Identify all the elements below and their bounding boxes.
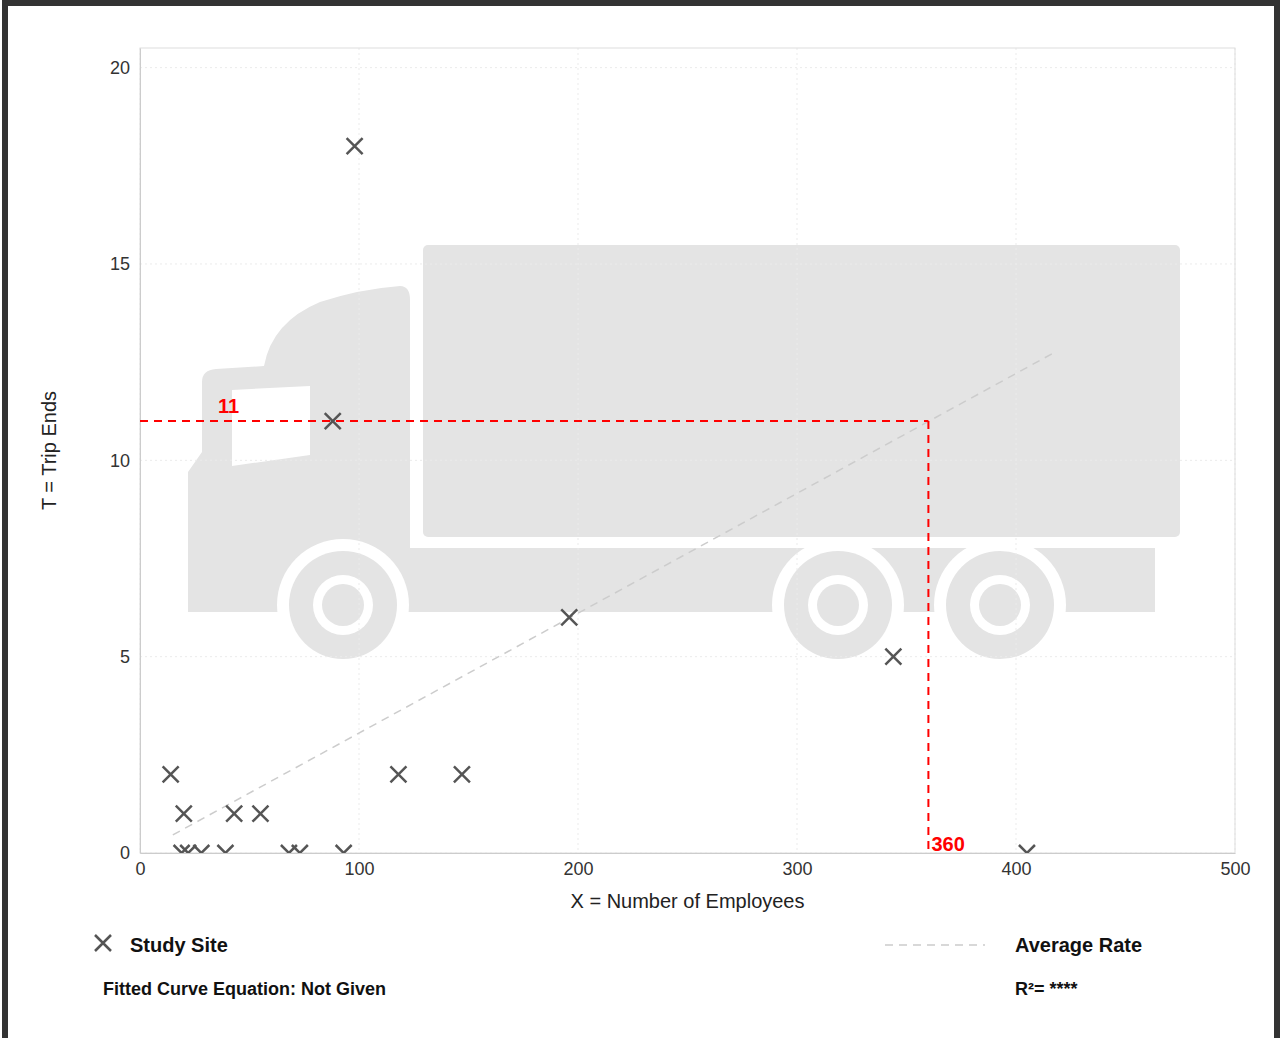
y-tick-label: 20 <box>110 58 130 78</box>
study-site-point <box>336 845 352 853</box>
study-site-point <box>226 806 242 822</box>
x-axis: 0 100 200 300 400 500 <box>135 853 1250 879</box>
study-site-point <box>561 609 577 625</box>
grid-line-x <box>797 48 798 853</box>
y-tick-label: 5 <box>120 647 130 667</box>
note: Fitted Curve Equation: Not Given <box>103 979 386 999</box>
grid-line-x <box>1016 48 1017 853</box>
plot-frame <box>140 48 1235 853</box>
truck-hub <box>817 584 859 626</box>
y-tick: 5 <box>120 647 140 667</box>
study-site-point <box>347 138 363 154</box>
annotation-v-line <box>927 421 929 853</box>
y-tick: 20 <box>110 58 140 78</box>
truck-wheel <box>289 551 397 659</box>
y-tick-label: 15 <box>110 254 130 274</box>
x-tick: 300 <box>782 853 812 879</box>
study-site-point <box>252 806 268 822</box>
study-site-point <box>292 845 308 853</box>
grid-line-y <box>140 656 1235 657</box>
y-tick: 0 <box>120 843 140 863</box>
chart-svg: 0 100 200 300 400 500 0 5 10 15 20 X = Number of Em… <box>0 0 1282 1038</box>
study-site-point <box>325 413 341 429</box>
y-tick-label: 0 <box>120 843 130 863</box>
x-tick-label: 100 <box>344 859 374 879</box>
page-frame <box>5 3 1277 1038</box>
truck-wheel-arch <box>772 539 904 671</box>
y-tick: 10 <box>110 451 140 471</box>
truck-wheel <box>946 551 1054 659</box>
truck-window <box>232 386 310 466</box>
truck-box <box>423 245 1180 537</box>
y-tick-label: 10 <box>110 451 130 471</box>
study-site-point <box>176 806 192 822</box>
average-rate-line <box>173 352 1056 835</box>
legend: Study Site Average Rate <box>95 934 1142 956</box>
study-site-point <box>163 766 179 782</box>
grid-line-x <box>578 48 579 853</box>
note: R²= **** <box>1015 979 1078 999</box>
truck-hub <box>979 584 1021 626</box>
y-axis: 0 5 10 15 20 <box>110 49 141 864</box>
y-tick: 15 <box>110 254 140 274</box>
annotation-x-label: 360 <box>931 833 964 855</box>
annotation-h-line <box>140 420 928 422</box>
x-tick-label: 400 <box>1001 859 1031 879</box>
grid-line-y <box>140 67 1235 68</box>
study-site-point <box>390 766 406 782</box>
x-tick-label: 200 <box>563 859 593 879</box>
y-axis-line <box>140 49 141 854</box>
plot-area <box>140 138 1055 853</box>
truck-hub <box>322 584 364 626</box>
truck-wheel-arch <box>934 539 1066 671</box>
legend-swatch <box>95 935 111 951</box>
truck-wheel-ring <box>970 575 1030 635</box>
study-site-point <box>885 649 901 665</box>
x-tick-label: 300 <box>782 859 812 879</box>
truck-silhouette <box>188 245 1180 671</box>
truck-wheel-ring <box>808 575 868 635</box>
grid-line-y <box>140 460 1235 461</box>
truck-wheel-ring <box>313 575 373 635</box>
y-axis-title: T = Trip Ends <box>38 391 60 510</box>
x-tick: 500 <box>1220 853 1250 879</box>
legend-label: Average Rate <box>1015 934 1142 956</box>
x-tick: 100 <box>344 853 374 879</box>
legend-label: Study Site <box>130 934 228 956</box>
x-tick-label: 0 <box>135 859 145 879</box>
background <box>0 0 1282 1038</box>
legend-swatch <box>885 944 985 946</box>
x-tick: 400 <box>1001 853 1031 879</box>
x-tick: 200 <box>563 853 593 879</box>
grid-line-y <box>140 263 1235 264</box>
grid <box>140 48 1235 853</box>
x-axis-title: X = Number of Employees <box>571 890 805 912</box>
study-site-point <box>193 845 209 853</box>
truck-wheel <box>784 551 892 659</box>
study-site-point <box>454 766 470 782</box>
truck-wheel-arch <box>277 539 409 671</box>
study-site-point <box>217 845 233 853</box>
x-axis-line <box>141 853 1236 854</box>
x-tick: 0 <box>135 853 145 879</box>
study-site-point <box>1019 845 1035 853</box>
x-tick-label: 500 <box>1220 859 1250 879</box>
annotation-y-label: 11 <box>218 395 239 417</box>
